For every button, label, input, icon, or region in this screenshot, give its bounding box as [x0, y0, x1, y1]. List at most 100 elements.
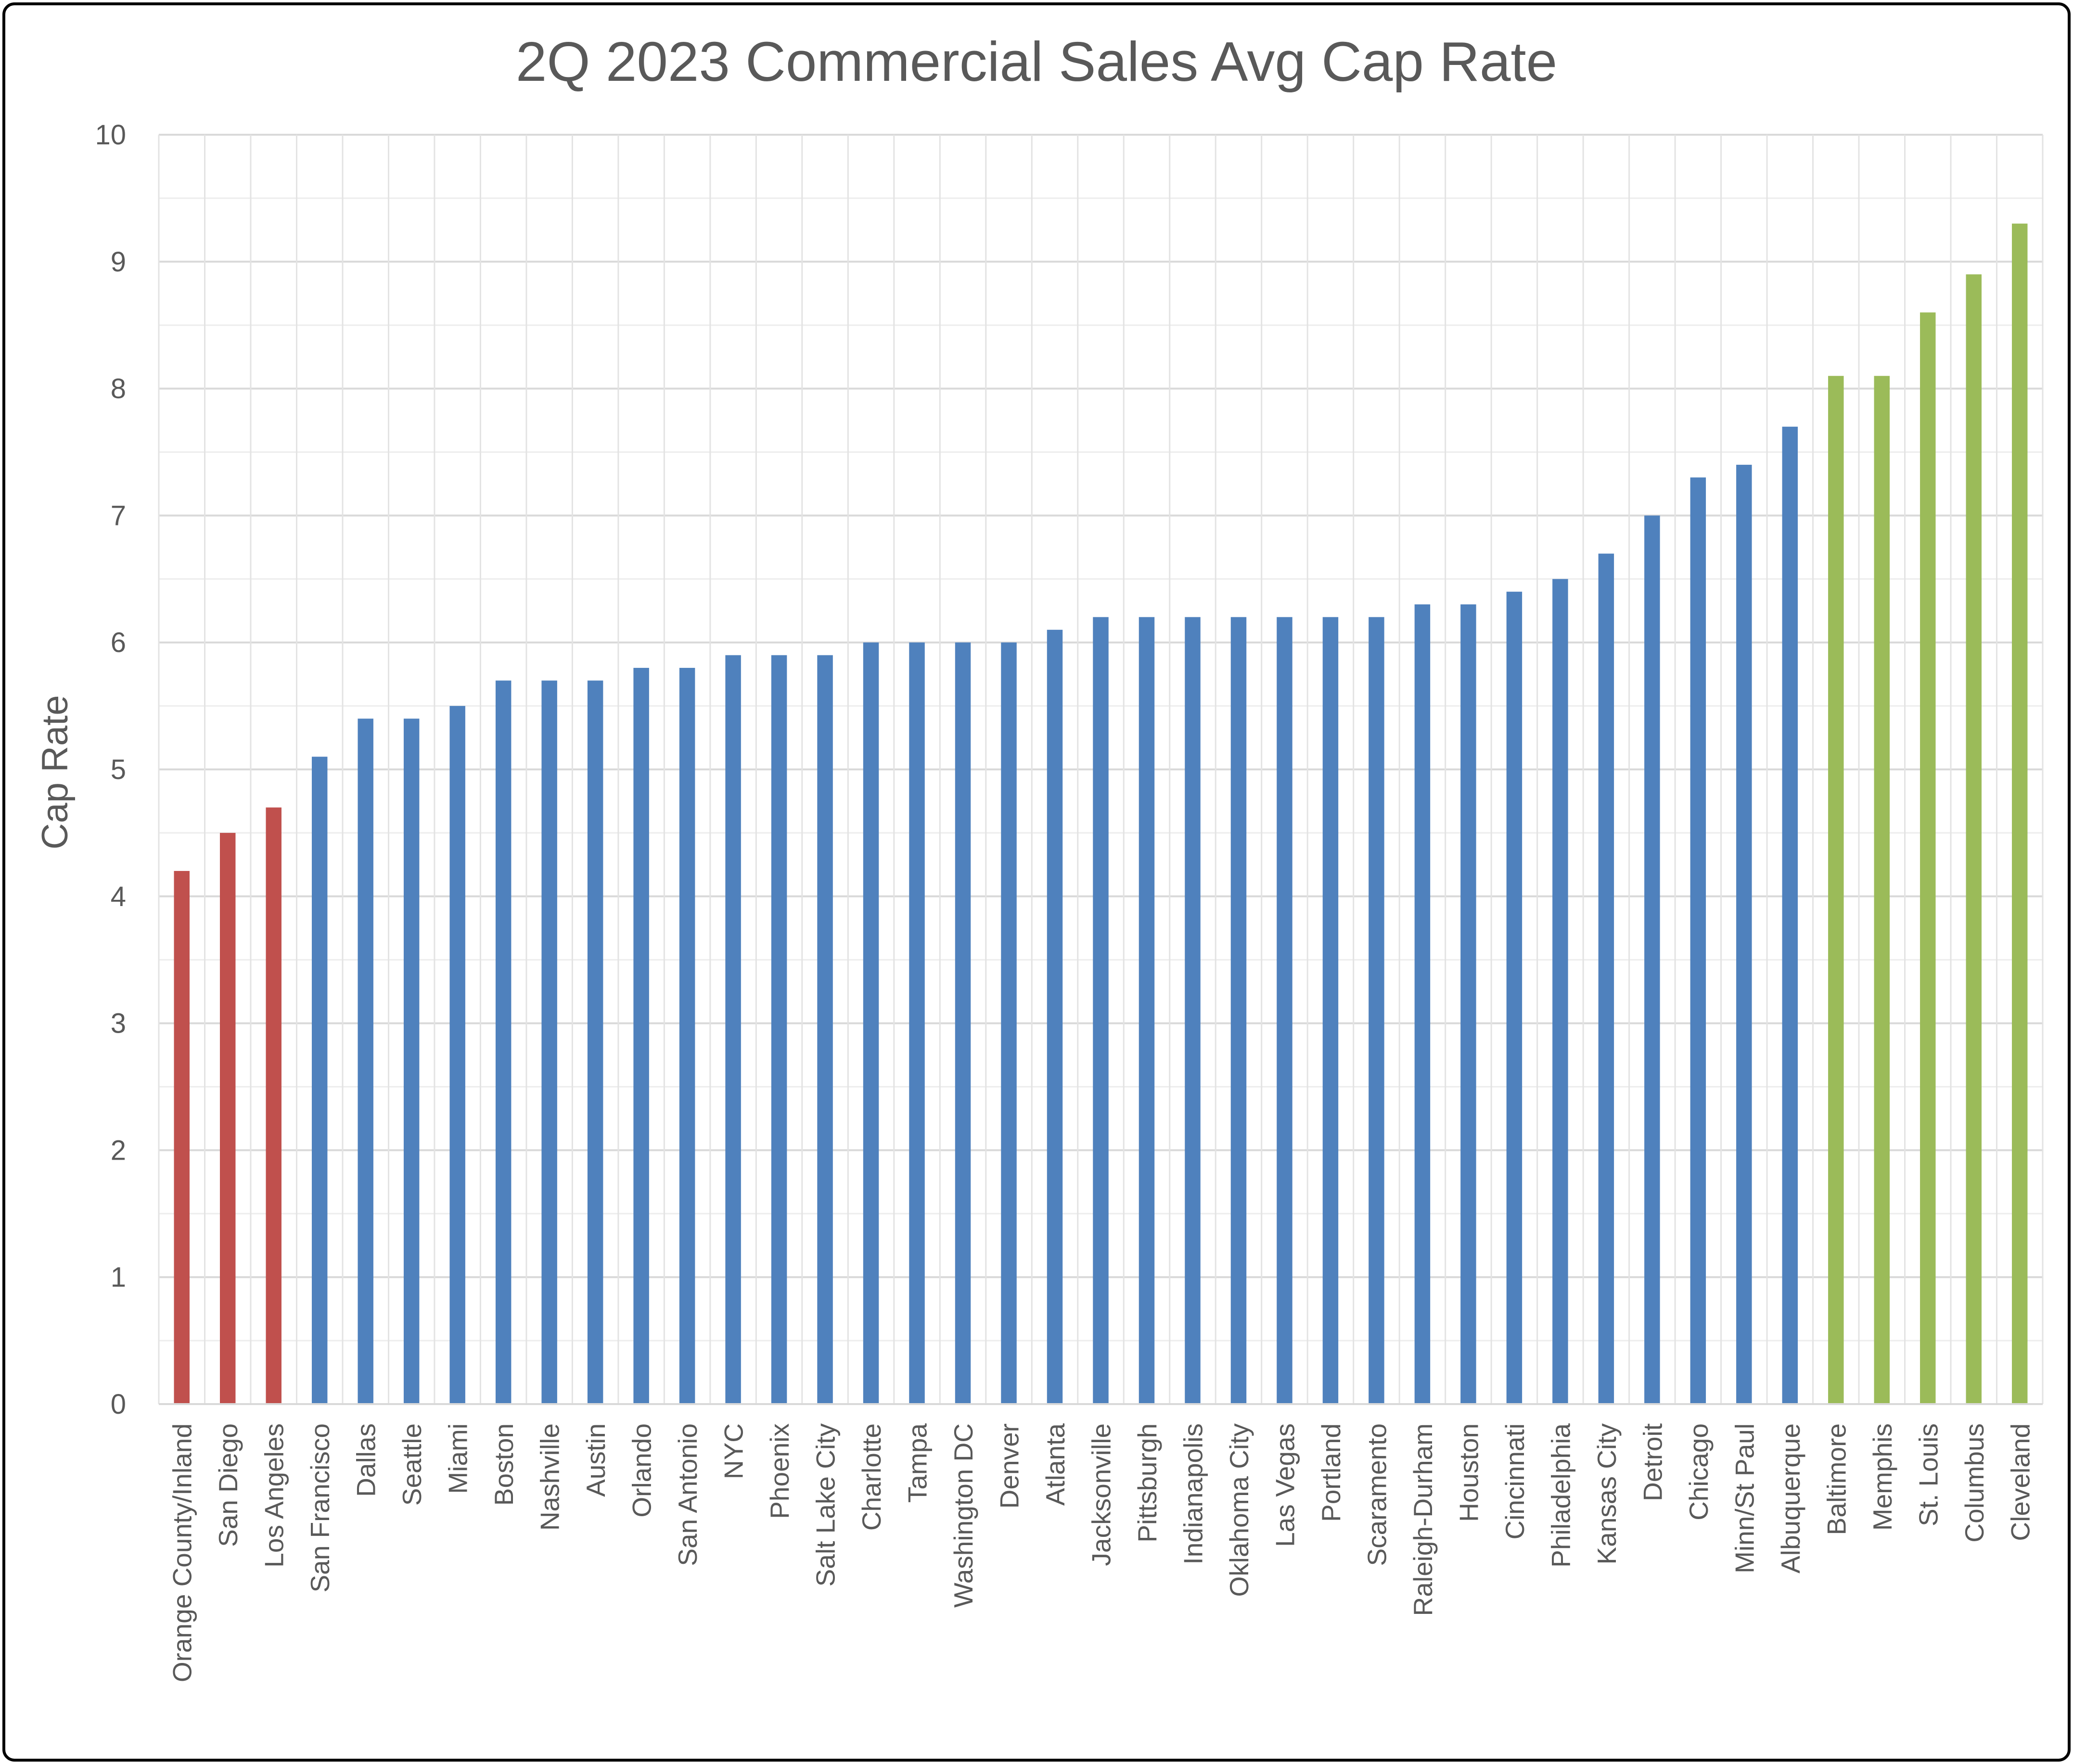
x-category-label: Los Angeles	[259, 1423, 289, 1568]
bar-san-diego	[219, 832, 236, 1404]
x-category-label: Boston	[489, 1423, 519, 1506]
bar-st-louis	[1920, 312, 1936, 1404]
bar-jacksonville	[1093, 617, 1109, 1404]
x-category-label: St. Louis	[1913, 1423, 1943, 1526]
x-category-label: Jacksonville	[1087, 1423, 1116, 1566]
y-tick-label: 1	[111, 1262, 126, 1293]
x-category-label: Dallas	[351, 1423, 381, 1497]
y-tick-label: 6	[111, 627, 126, 658]
bar-tampa	[909, 642, 925, 1404]
bar-scaramento	[1369, 617, 1384, 1404]
bar-washington-dc	[955, 642, 971, 1404]
x-category-label: Phoenix	[765, 1423, 794, 1519]
bar-phoenix	[771, 655, 787, 1404]
bar-raleigh-durham	[1414, 604, 1431, 1404]
y-tick-label: 7	[111, 500, 126, 531]
bar-seattle	[403, 718, 420, 1404]
x-category-label: Tampa	[903, 1423, 933, 1503]
y-axis-title: Cap Rate	[35, 695, 76, 849]
y-tick-label: 0	[111, 1389, 126, 1420]
bar-houston	[1460, 604, 1476, 1404]
bar-san-francisco	[311, 756, 328, 1404]
x-category-label: Baltimore	[1821, 1423, 1851, 1535]
bar-memphis	[1874, 376, 1890, 1404]
x-category-label: Scaramento	[1362, 1423, 1392, 1566]
x-category-label: Miami	[443, 1423, 473, 1494]
bar-pittsburgh	[1139, 617, 1155, 1404]
bar-miami	[449, 706, 465, 1404]
chart-title: 2Q 2023 Commercial Sales Avg Cap Rate	[516, 30, 1557, 93]
x-category-label: Minn/St Paul	[1729, 1423, 1759, 1573]
bar-atlanta	[1047, 629, 1063, 1404]
x-category-label: Raleigh-Durham	[1408, 1423, 1438, 1616]
bar-columbus	[1966, 274, 1982, 1405]
x-category-label: Houston	[1454, 1423, 1484, 1522]
bars	[174, 223, 2028, 1405]
x-category-label: Indianapolis	[1178, 1423, 1208, 1565]
bar-indianapolis	[1185, 617, 1201, 1404]
bar-salt-lake-city	[817, 655, 833, 1404]
bar-cleveland	[2012, 223, 2028, 1405]
x-category-label: San Antonio	[673, 1423, 703, 1566]
x-category-label: Kansas City	[1592, 1423, 1622, 1565]
x-category-label: Albuquerque	[1776, 1423, 1805, 1573]
bar-nyc	[725, 655, 741, 1404]
bar-los-angeles	[266, 807, 282, 1404]
x-category-label: Seattle	[397, 1423, 427, 1506]
bar-minn-st-paul	[1736, 464, 1752, 1404]
y-tick-label: 8	[111, 373, 126, 405]
x-category-label: Denver	[995, 1423, 1024, 1508]
x-category-label: Austin	[581, 1423, 611, 1497]
bar-denver	[1001, 642, 1017, 1404]
bar-nashville	[541, 680, 557, 1404]
x-category-label: Columbus	[1959, 1423, 1989, 1543]
y-tick-label: 3	[111, 1008, 126, 1039]
bar-austin	[587, 680, 603, 1404]
x-category-label: Chicago	[1684, 1423, 1714, 1521]
x-category-label: Las Vegas	[1270, 1423, 1300, 1547]
x-category-label: Salt Lake City	[811, 1423, 841, 1587]
bar-orange-county-inland	[174, 871, 190, 1404]
x-category-label: Pittsburgh	[1132, 1423, 1162, 1543]
bar-baltimore	[1828, 376, 1844, 1404]
y-tick-label: 10	[95, 119, 126, 151]
bar-san-antonio	[679, 667, 695, 1404]
bar-las-vegas	[1277, 617, 1292, 1404]
x-category-label: Cleveland	[2005, 1423, 2035, 1541]
x-category-label: Charlotte	[857, 1423, 886, 1531]
x-category-label: Oklahoma City	[1224, 1423, 1254, 1597]
bar-albuquerque	[1782, 426, 1798, 1404]
bar-dallas	[358, 718, 373, 1404]
bar-orlando	[633, 667, 649, 1404]
x-axis-labels: Orange County/Inland San Diego Los Angeles…	[167, 1423, 2035, 1683]
bar-boston	[495, 680, 512, 1404]
y-tick-label: 5	[111, 754, 126, 785]
x-category-label: Atlanta	[1040, 1423, 1070, 1506]
x-category-label: San Diego	[213, 1423, 243, 1547]
bar-charlotte	[863, 642, 879, 1404]
bar-philadelphia	[1552, 579, 1568, 1404]
bar-portland	[1322, 617, 1339, 1404]
bar-kansas-city	[1598, 553, 1614, 1404]
x-category-label: Cincinnati	[1500, 1423, 1530, 1540]
y-tick-label: 2	[111, 1135, 126, 1166]
x-category-label: San Francisco	[305, 1423, 335, 1593]
x-category-label: Detroit	[1638, 1423, 1667, 1501]
x-category-label: Memphis	[1868, 1423, 1897, 1531]
bar-chicago	[1690, 477, 1706, 1404]
bar-oklahoma-city	[1230, 617, 1247, 1404]
x-category-label: NYC	[719, 1423, 749, 1479]
x-category-label: Orlando	[627, 1423, 657, 1518]
bar-detroit	[1644, 515, 1660, 1404]
x-category-label: Washington DC	[948, 1423, 978, 1608]
y-axis-ticks: 0 1 2 3 4 5 6 7 8 9 10	[95, 119, 126, 1420]
x-category-label: Nashville	[535, 1423, 565, 1531]
bar-cincinnati	[1506, 591, 1523, 1404]
y-tick-label: 9	[111, 246, 126, 278]
x-category-label: Portland	[1316, 1423, 1346, 1522]
y-tick-label: 4	[111, 881, 126, 912]
x-category-label: Orange County/Inland	[167, 1423, 197, 1682]
x-category-label: Philadelphia	[1546, 1423, 1575, 1568]
